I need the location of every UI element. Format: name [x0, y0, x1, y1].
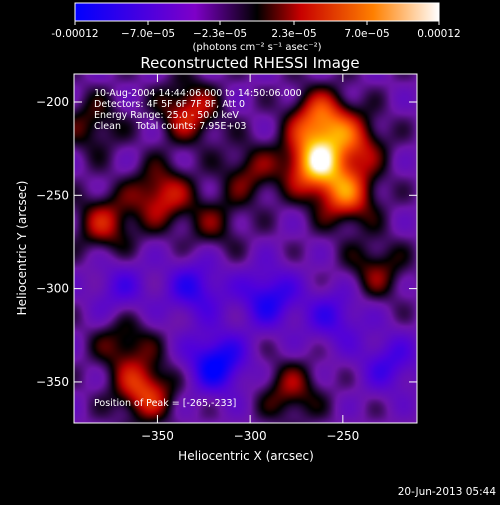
x-axis-label: Heliocentric X (arcsec): [178, 449, 314, 463]
colorbar-tick-label: −7.0e−05: [121, 28, 175, 40]
y-tick-label: −200: [36, 95, 69, 109]
footer-timestamp: 20-Jun-2013 05:44: [398, 486, 497, 498]
plot-frame: [73, 73, 418, 424]
colorbar-tick-label: 7.0e−05: [344, 28, 389, 40]
x-tick-label: −300: [234, 429, 267, 443]
annotation-detectors: Detectors: 4F 5F 6F 7F 8F, Att 0: [94, 99, 245, 110]
colorbar-tick-label: -0.00012: [51, 28, 98, 40]
y-tick-label: −250: [36, 188, 69, 202]
y-tick-label: −350: [36, 375, 69, 389]
colorbar-ticks: [74, 21, 440, 25]
x-tick-label: −250: [326, 429, 359, 443]
y-axis-label: Heliocentric Y (arcsec): [15, 181, 29, 316]
heatmap-image: [74, 74, 417, 423]
annotation-time-range: 10-Aug-2004 14:44:06.000 to 14:50:06.000: [94, 88, 302, 99]
annotation-clean-counts: Clean Total counts: 7.95E+03: [94, 121, 246, 132]
x-tick-label: −350: [141, 429, 174, 443]
colorbar-tick-label: 0.00012: [417, 28, 460, 40]
colorbar: [74, 2, 440, 22]
colorbar-tick-label: 2.3e−05: [271, 28, 316, 40]
annotation-peak-position: Position of Peak = [-265,-233]: [94, 398, 236, 409]
y-tick-label: −300: [36, 282, 69, 296]
colorbar-unit-label: (photons cm⁻² s⁻¹ asec⁻²): [192, 42, 321, 53]
axis-ticks: −350 −300 −250 −200 −250 −300 −350: [36, 74, 417, 443]
colorbar-tick-label: −2.3e−05: [193, 28, 247, 40]
annotation-energy-range: Energy Range: 25.0 - 50.0 keV: [94, 110, 239, 121]
chart-title: Reconstructed RHESSI Image: [140, 54, 359, 72]
